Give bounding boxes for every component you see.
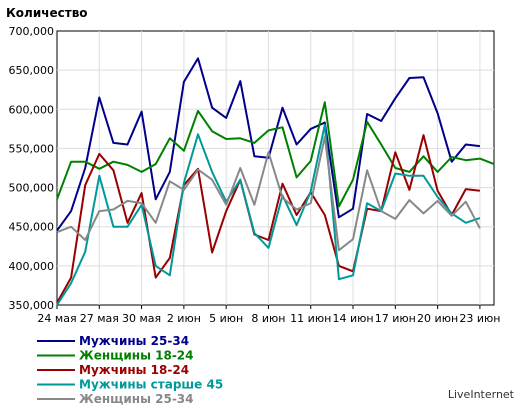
legend-label: Мужчины 25-34 xyxy=(79,334,189,348)
legend-label: Женщины 25-34 xyxy=(79,392,194,405)
y-tick-label: 700,000 xyxy=(9,25,55,38)
x-tick-label: 27 мая xyxy=(80,312,119,325)
x-tick-label: 24 мая xyxy=(37,312,76,325)
x-tick-label: 11 июн xyxy=(290,312,331,325)
y-tick-label: 550,000 xyxy=(9,142,55,155)
legend-label: Мужчины 18-24 xyxy=(79,363,189,377)
legend-label: Мужчины старше 45 xyxy=(79,378,223,392)
y-tick-label: 600,000 xyxy=(9,103,55,116)
x-tick-label: 30 мая xyxy=(122,312,161,325)
y-tick-label: 350,000 xyxy=(9,299,55,312)
series-line xyxy=(56,134,481,304)
x-tick-label: 8 июн xyxy=(251,312,285,325)
series-line xyxy=(56,101,495,208)
x-tick-label: 14 июн xyxy=(332,312,373,325)
liveinternet-watermark: LiveInternet xyxy=(448,388,515,401)
y-axis-ticks: 350,000 400,000 450,000 500,000 550,000 600,0… xyxy=(9,25,55,312)
plot-area xyxy=(56,30,495,306)
x-tick-label: 2 июн xyxy=(167,312,201,325)
x-tick-label: 5 июн xyxy=(209,312,243,325)
series-lines xyxy=(56,57,495,306)
series-line xyxy=(56,135,481,252)
legend-label: Женщины 18-24 xyxy=(79,349,194,363)
x-tick-label: 20 июн xyxy=(417,312,458,325)
x-tick-label: 17 июн xyxy=(375,312,416,325)
series-line xyxy=(56,57,481,232)
y-tick-label: 650,000 xyxy=(9,64,55,77)
y-tick-label: 450,000 xyxy=(9,221,55,234)
y-tick-label: 400,000 xyxy=(9,260,55,273)
x-tick-label: 23 июн xyxy=(459,312,500,325)
y-tick-label: 500,000 xyxy=(9,182,55,195)
series-line xyxy=(56,123,481,306)
x-axis-ticks: 24 мая 27 мая 30 мая 2 июн 5 июн 8 июн 11 июн 1… xyxy=(37,305,500,325)
chart-title: Количество xyxy=(6,6,88,20)
